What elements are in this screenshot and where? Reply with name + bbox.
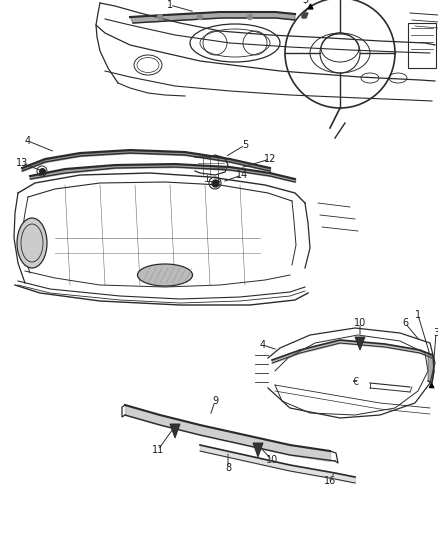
Text: 3: 3 xyxy=(302,0,308,5)
Text: 3: 3 xyxy=(433,328,438,338)
Polygon shape xyxy=(170,424,180,438)
Ellipse shape xyxy=(17,218,47,268)
Text: €: € xyxy=(352,377,358,387)
Text: 13: 13 xyxy=(16,158,28,168)
Text: 14: 14 xyxy=(236,170,248,180)
Text: 5: 5 xyxy=(242,140,248,150)
Text: 4: 4 xyxy=(25,136,31,146)
Polygon shape xyxy=(302,13,308,18)
Polygon shape xyxy=(130,12,295,23)
Text: 1: 1 xyxy=(415,310,421,320)
Text: 9: 9 xyxy=(212,396,218,406)
Ellipse shape xyxy=(138,264,192,286)
Text: 6: 6 xyxy=(402,318,408,328)
Text: 12: 12 xyxy=(264,154,276,164)
Polygon shape xyxy=(253,443,263,457)
Text: 16: 16 xyxy=(324,476,336,486)
Circle shape xyxy=(247,14,252,20)
Text: 4: 4 xyxy=(260,340,266,350)
Text: 8: 8 xyxy=(225,463,231,473)
Circle shape xyxy=(198,14,202,20)
Text: 10: 10 xyxy=(266,455,278,465)
Text: 10: 10 xyxy=(354,318,366,328)
Text: 11: 11 xyxy=(152,445,164,455)
Polygon shape xyxy=(355,337,365,350)
Text: 1: 1 xyxy=(167,0,173,10)
Polygon shape xyxy=(428,353,434,383)
Circle shape xyxy=(158,14,162,20)
